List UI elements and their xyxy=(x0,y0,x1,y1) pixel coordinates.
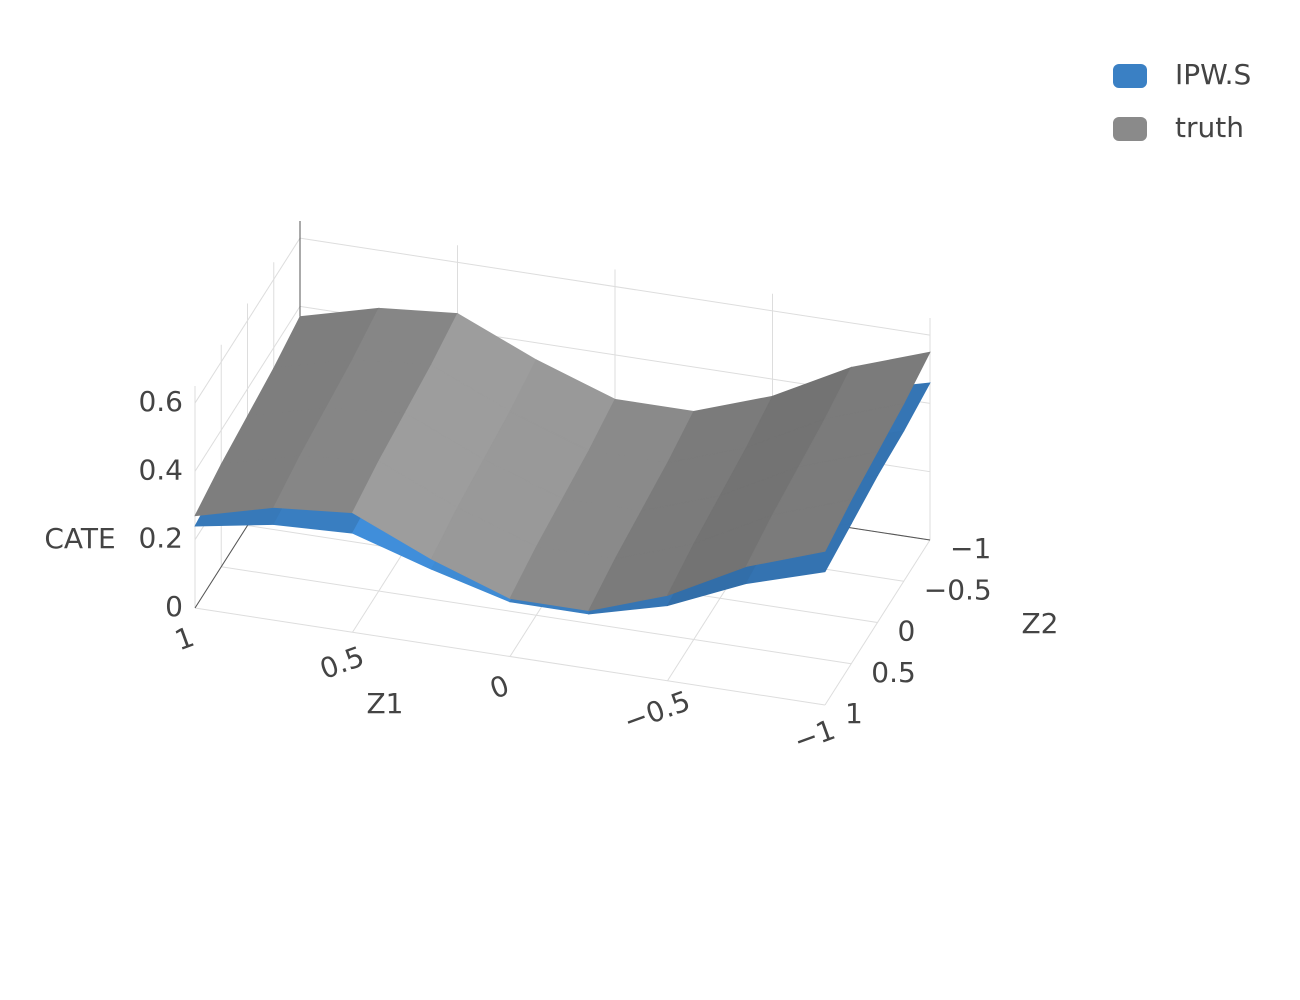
y-tick-label: 0 xyxy=(898,615,916,648)
y-tick-label: −1 xyxy=(950,532,991,565)
x-tick-label: 0 xyxy=(485,669,513,706)
x-tick-label: −1 xyxy=(789,713,839,758)
y-tick-label: 1 xyxy=(845,697,863,730)
y-axis-title: Z2 xyxy=(1022,607,1059,640)
y-tick-label: 0.5 xyxy=(871,656,916,689)
legend-swatch xyxy=(1113,117,1147,141)
z-tick-label: 0.2 xyxy=(138,522,183,555)
y-tick-label: −0.5 xyxy=(924,573,992,606)
grid-line xyxy=(194,237,301,404)
grid-line xyxy=(194,607,826,706)
legend-swatch xyxy=(1113,64,1147,88)
x-tick-label: −0.5 xyxy=(619,684,694,738)
grid-line xyxy=(221,566,852,665)
z-axis-title: CATE xyxy=(44,522,115,555)
x-axis-title: Z1 xyxy=(367,687,404,720)
x-tick-label: 0.5 xyxy=(315,640,368,686)
legend-label: IPW.S xyxy=(1175,58,1251,91)
surface-patch xyxy=(745,499,852,568)
grid-line xyxy=(194,306,301,472)
x-tick-label: 1 xyxy=(170,620,198,657)
z-tick-label: 0.6 xyxy=(138,385,183,418)
z-tick-label: 0 xyxy=(165,590,183,623)
grid-line xyxy=(299,237,931,336)
legend-label: truth xyxy=(1175,111,1244,144)
z-tick-label: 0.4 xyxy=(138,453,183,486)
